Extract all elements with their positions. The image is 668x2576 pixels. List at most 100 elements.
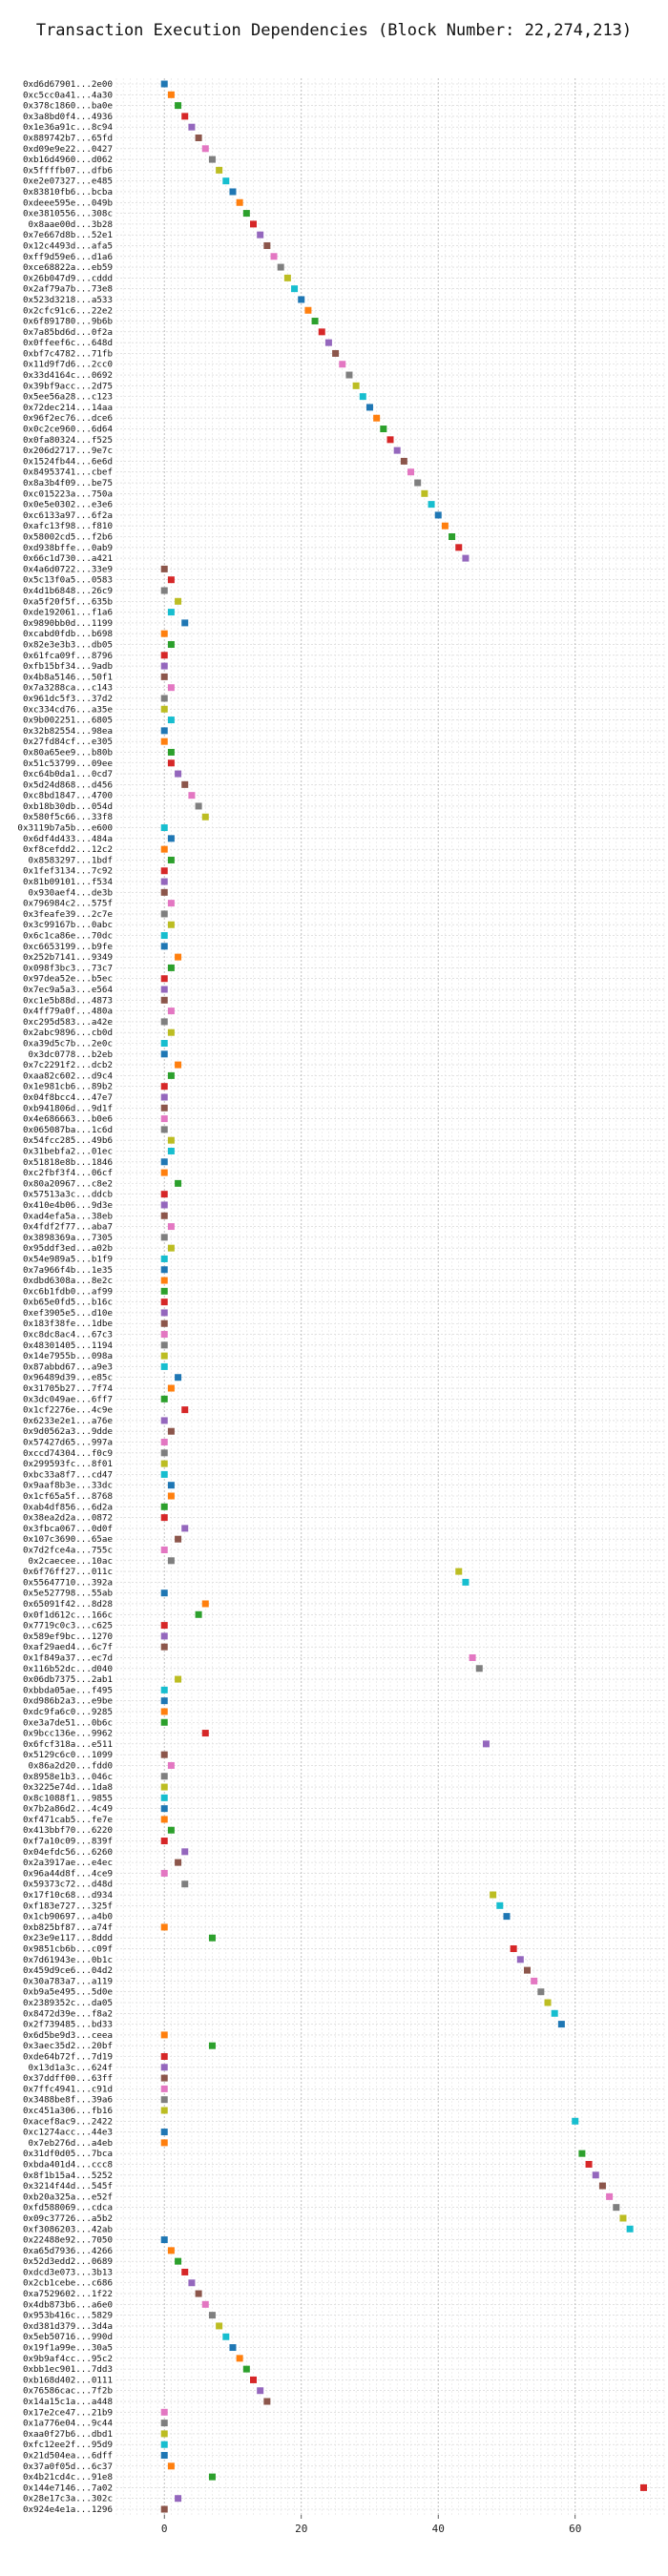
transaction-point	[167, 759, 175, 767]
y-tick-label: 0xc451a306...fb16	[23, 2106, 113, 2116]
y-tick-label: 0x32b82554...98ea	[23, 726, 113, 737]
transaction-point	[222, 2333, 230, 2340]
transaction-point	[167, 964, 175, 971]
transaction-point	[160, 1838, 168, 1845]
transaction-point	[160, 1773, 168, 1780]
transaction-point	[598, 2182, 606, 2190]
y-tick-label: 0x28e17c3a...302c	[23, 2494, 113, 2504]
transaction-point	[606, 2192, 614, 2200]
transaction-point	[167, 1136, 175, 1144]
y-tick-label: 0xa7529602...1f22	[23, 2289, 113, 2299]
y-tick-label: 0x31df0d05...7bca	[23, 2149, 113, 2159]
transaction-point	[270, 253, 278, 260]
transaction-point	[175, 1061, 182, 1069]
y-tick-label: 0x96a44d8f...4ce9	[23, 1868, 113, 1879]
y-tick-label: 0xdc9fa6c0...9285	[23, 1707, 113, 1717]
transaction-point	[242, 2365, 250, 2373]
y-tick-label: 0x96f2ec76...dce6	[23, 413, 113, 424]
transaction-point	[201, 1730, 209, 1737]
transaction-point	[160, 1514, 168, 1522]
transaction-point	[572, 2117, 579, 2125]
transaction-point	[380, 426, 387, 433]
y-tick-label: 0xc1e5b88d...4873	[23, 995, 113, 1006]
y-tick-label: 0x4d1b6848...26c9	[23, 586, 113, 596]
y-tick-label: 0x7a3288ca...c143	[23, 683, 113, 694]
y-tick-label: 0x6c1ca86e...70dc	[23, 931, 113, 942]
y-tick-label: 0x22488e92...7050	[23, 2235, 113, 2246]
y-tick-label: 0x30a783a7...a119	[23, 1976, 113, 1986]
transaction-point	[311, 318, 319, 325]
transaction-point	[201, 1600, 209, 1608]
transaction-point	[160, 1783, 168, 1791]
transaction-point	[195, 2290, 202, 2297]
y-tick-label: 0x3fbca067...0d0f	[23, 1524, 113, 1534]
y-tick-label: 0x09c37726...a5b2	[23, 2213, 113, 2224]
transaction-point	[167, 1492, 175, 1500]
y-tick-label: 0x80a65ee9...b80b	[23, 747, 113, 758]
transaction-point	[345, 371, 353, 379]
y-tick-label: 0x5eb50716...990d	[23, 2332, 113, 2342]
transaction-point	[181, 2268, 189, 2275]
transaction-point	[201, 813, 209, 821]
y-tick-label: 0x6fcf318a...e511	[23, 1739, 113, 1750]
transaction-point	[175, 1374, 182, 1381]
y-tick-label: 0xf7a10c09...839f	[23, 1837, 113, 1847]
transaction-point	[160, 1298, 168, 1306]
transaction-point	[181, 1848, 189, 1856]
y-tick-label: 0x8aae00d...3b28	[28, 219, 113, 230]
transaction-point	[160, 1309, 168, 1317]
y-tick-label: 0xce68822a...eb59	[23, 262, 113, 273]
transaction-point	[175, 953, 182, 961]
transaction-point	[639, 2483, 647, 2491]
y-tick-label: 0x1a776e04...9c44	[23, 2419, 114, 2429]
transaction-point	[181, 113, 189, 120]
y-tick-label: 0xd938bffe...0ab9	[23, 543, 113, 553]
transaction-point	[557, 2021, 565, 2028]
y-tick-label: 0xccd74304...f0c9	[23, 1448, 113, 1459]
transaction-point	[208, 156, 216, 163]
y-tick-label: 0x17e2ce47...21b9	[23, 2407, 113, 2418]
transaction-point	[188, 2279, 196, 2287]
y-tick-label: 0x5ffffb07...dfb6	[23, 165, 113, 176]
transaction-point	[175, 597, 182, 605]
y-tick-label: 0x37a0f05d...6c37	[23, 2462, 113, 2472]
y-tick-label: 0x116b52dc...d040	[23, 1664, 113, 1674]
y-tick-label: 0x1cf65a5f...8768	[23, 1491, 113, 1502]
y-tick-label: 0x7d61943e...0b1c	[23, 1955, 113, 1965]
y-tick-label: 0x413bbf70...6220	[23, 1825, 113, 1836]
y-tick-label: 0x8f1b15a4...5252	[23, 2171, 113, 2181]
transaction-point	[167, 1384, 175, 1392]
transaction-point	[160, 2064, 168, 2071]
transaction-point	[428, 501, 435, 509]
transaction-point	[160, 1632, 168, 1640]
transaction-point	[201, 145, 209, 153]
y-tick-label: 0x9b9af4cc...95c2	[23, 2354, 113, 2364]
transaction-point	[332, 349, 340, 357]
transaction-point	[208, 1934, 216, 1942]
transaction-point	[160, 1319, 168, 1327]
y-tick-label: 0x57427d65...997a	[23, 1438, 113, 1448]
transaction-point	[400, 457, 407, 465]
y-tick-label: 0xab4df856...6d2a	[23, 1502, 113, 1512]
y-tick-label: 0x1fef3134...7c92	[23, 866, 113, 877]
transaction-point	[160, 2074, 168, 2082]
transaction-point	[160, 1751, 168, 1758]
transaction-point	[167, 1427, 175, 1435]
transaction-point	[359, 393, 366, 401]
transaction-point	[160, 1697, 168, 1705]
transaction-point	[482, 1740, 490, 1748]
transaction-point	[160, 587, 168, 594]
y-tick-label: 0x76586cac...7f2b	[23, 2386, 113, 2397]
transaction-point	[175, 1859, 182, 1866]
transaction-point	[469, 1653, 476, 1661]
y-tick-label: 0x5129c6c0...1099	[23, 1750, 113, 1760]
transaction-point	[167, 1071, 175, 1079]
transaction-point	[181, 619, 189, 627]
transaction-point	[175, 2495, 182, 2503]
transaction-point	[175, 102, 182, 110]
y-tick-label: 0xcabd0fdb...b698	[23, 629, 113, 639]
transaction-point	[160, 1869, 168, 1877]
y-tick-label: 0x96489d39...e85c	[23, 1373, 113, 1383]
transaction-point	[167, 921, 175, 928]
transaction-point	[216, 2322, 223, 2330]
